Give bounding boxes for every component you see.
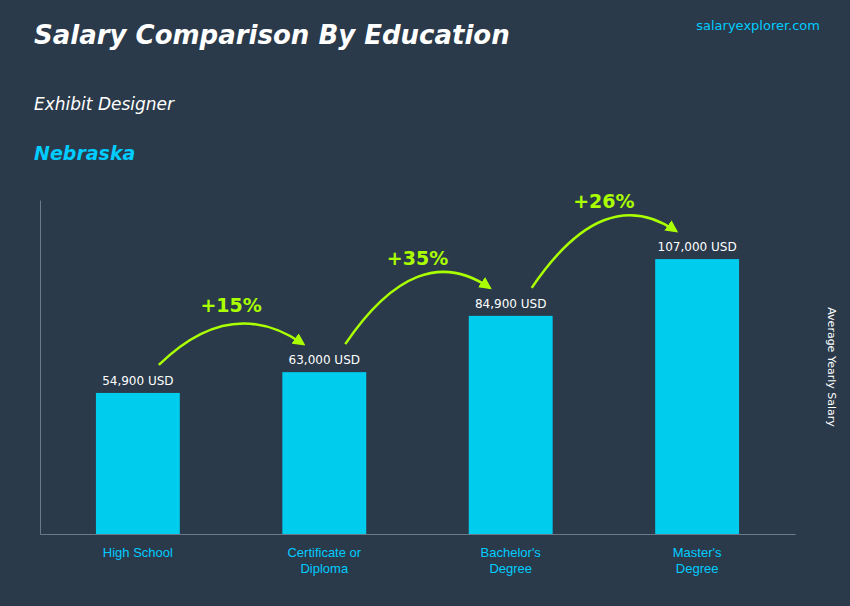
x-tick: Certificate orDiploma (287, 534, 361, 576)
annotation: +26% (573, 190, 634, 212)
x-axis-line (41, 534, 796, 535)
x-tick-label-line: Certificate or (287, 545, 361, 560)
location: Nebraska (34, 142, 135, 164)
bar (655, 259, 739, 534)
x-tick-label-line: Degree (676, 561, 719, 576)
arrow (159, 323, 303, 365)
x-tick-label: Bachelor'sDegree (481, 545, 542, 576)
title: Salary Comparison By Education (34, 20, 510, 50)
bars (96, 259, 739, 534)
x-tick-label-line: Degree (489, 561, 532, 576)
x-tick-label: Certificate orDiploma (287, 545, 361, 576)
data-label: 63,000 USD (289, 353, 360, 367)
x-tick-label-line: Diploma (300, 561, 348, 576)
arrow (532, 215, 676, 288)
bar (469, 316, 553, 534)
background (0, 0, 850, 606)
x-tick-label: High School (103, 545, 173, 560)
x-tick-label-line: Master's (673, 545, 722, 560)
x-tick-label-line: High School (103, 545, 173, 560)
x-tick: High School (103, 534, 173, 560)
data-labels: 54,900 USD 63,000 USD 84,900 USD 107,000 US… (102, 240, 737, 388)
x-axis: High School Certificate orDiploma Bachelor… (41, 534, 796, 576)
data-label: 54,900 USD (102, 374, 173, 388)
y-axis (40, 201, 41, 535)
chart-svg: Salary Comparison By Education Exhibit De… (0, 0, 850, 606)
plot: High School Certificate orDiploma Bachelor… (41, 190, 796, 576)
arrow (345, 272, 489, 344)
bar (282, 372, 366, 534)
y-axis-line (40, 201, 41, 535)
source: salaryexplorer.com (696, 18, 820, 33)
subtitle: Exhibit Designer (34, 94, 175, 114)
y-label: Average Yearly Salary (825, 307, 838, 427)
data-label: 84,900 USD (475, 297, 546, 311)
data-label: 107,000 USD (658, 240, 737, 254)
x-tick-label-line: Bachelor's (481, 545, 542, 560)
bar (96, 393, 180, 534)
x-tick: Master'sDegree (673, 534, 722, 576)
x-tick-label: Master'sDegree (673, 545, 722, 576)
annotation: +35% (387, 247, 448, 269)
x-tick: Bachelor'sDegree (481, 534, 542, 576)
annotations: +15% +35% +26% (159, 190, 676, 365)
annotation: +15% (200, 294, 261, 316)
